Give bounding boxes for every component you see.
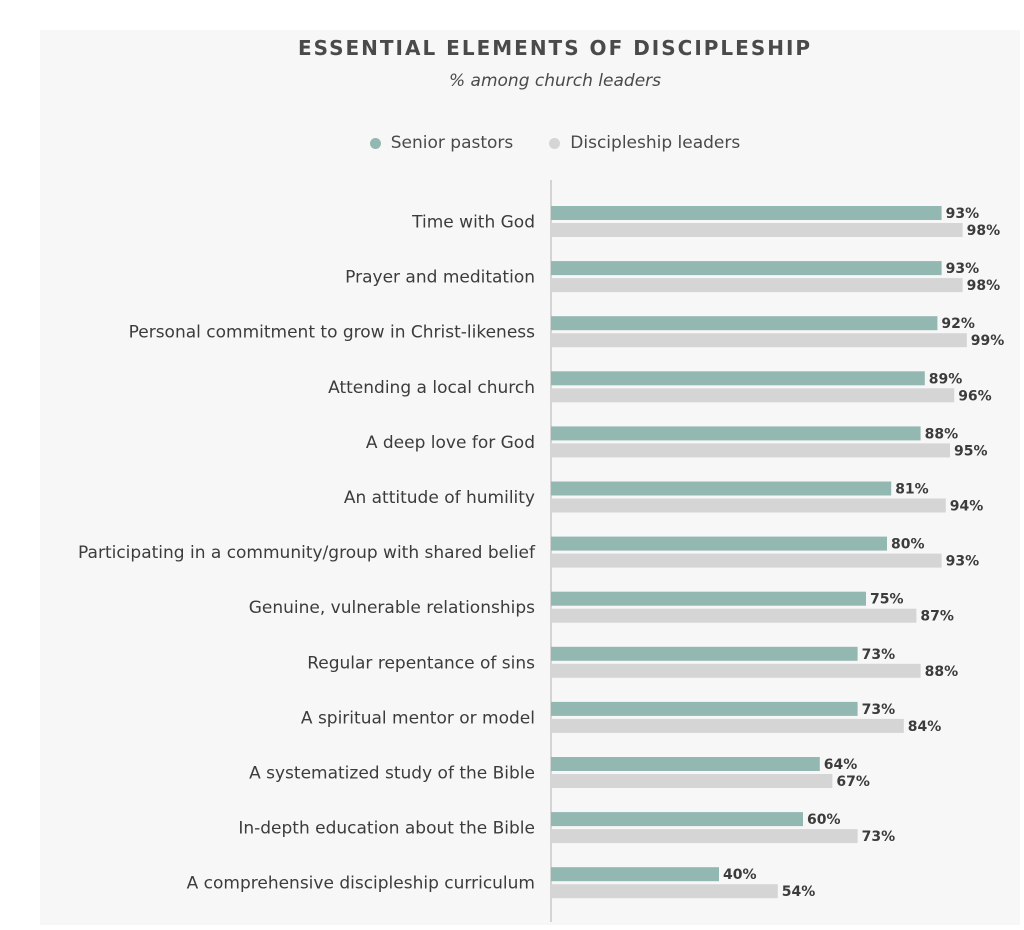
value-label-senior-pastors-attending-a-local-church: 89% [929, 371, 963, 387]
legend-label-discipleship-leaders: Discipleship leaders [570, 133, 741, 153]
bar-discipleship-leaders-a-spiritual-mentor-or-model [551, 718, 904, 733]
bar-discipleship-leaders-participating-in-a-community-group-with-shared-belief [551, 553, 942, 568]
category-label-personal-commitment-to-grow-in-christ-likeness: Personal commitment to grow in Christ-li… [129, 323, 536, 343]
chart-title: ESSENTIAL ELEMENTS OF DISCIPLESHIP [297, 36, 813, 60]
category-label-regular-repentance-of-sins: Regular repentance of sins [307, 653, 535, 673]
value-label-senior-pastors-a-deep-love-for-god: 88% [925, 426, 959, 442]
bar-discipleship-leaders-prayer-and-meditation [551, 278, 963, 293]
bar-senior-pastors-an-attitude-of-humility [551, 481, 892, 496]
bar-senior-pastors-personal-commitment-to-grow-in-christ-likeness [551, 316, 938, 331]
bar-senior-pastors-a-comprehensive-discipleship-curriculum [551, 867, 719, 882]
value-label-senior-pastors-prayer-and-meditation: 93% [946, 261, 980, 277]
category-label-attending-a-local-church: Attending a local church [328, 378, 535, 398]
value-label-senior-pastors-genuine-vulnerable-relationships: 75% [870, 592, 904, 608]
bar-senior-pastors-attending-a-local-church [551, 371, 925, 386]
legend-swatch-discipleship-leaders [549, 137, 561, 149]
chart-legend: Senior pastors Discipleship leaders [0, 133, 1024, 153]
legend-label-senior-pastors: Senior pastors [390, 133, 514, 153]
value-label-senior-pastors-a-systematized-study-of-the-bible: 64% [824, 757, 858, 773]
value-label-senior-pastors-a-comprehensive-discipleship-curriculum: 40% [723, 867, 757, 883]
value-label-senior-pastors-in-depth-education-about-the-bible: 60% [807, 812, 841, 828]
legend-swatch-senior-pastors [369, 137, 381, 149]
value-label-discipleship-leaders-a-spiritual-mentor-or-model: 84% [908, 719, 942, 735]
bar-discipleship-leaders-regular-repentance-of-sins [551, 663, 921, 678]
value-label-discipleship-leaders-a-systematized-study-of-the-bible: 67% [836, 774, 870, 790]
bar-senior-pastors-in-depth-education-about-the-bible [551, 812, 803, 827]
bar-discipleship-leaders-time-with-god [551, 223, 963, 237]
bar-discipleship-leaders-in-depth-education-about-the-bible [551, 829, 858, 844]
value-label-senior-pastors-personal-commitment-to-grow-in-christ-likeness: 92% [941, 316, 975, 332]
value-label-senior-pastors-a-spiritual-mentor-or-model: 73% [862, 702, 896, 718]
legend-item-discipleship-leaders: Discipleship leaders [549, 133, 740, 153]
bar-senior-pastors-a-systematized-study-of-the-bible [551, 757, 820, 771]
value-label-discipleship-leaders-time-with-god: 98% [967, 223, 1001, 239]
value-label-senior-pastors-time-with-god: 93% [946, 206, 980, 222]
value-label-discipleship-leaders-prayer-and-meditation: 98% [967, 278, 1001, 294]
category-label-genuine-vulnerable-relationships: Genuine, vulnerable relationships [249, 598, 535, 618]
value-label-discipleship-leaders-a-deep-love-for-god: 95% [954, 443, 988, 459]
category-label-participating-in-a-community-group-with-shared-belief: Participating in a community/group with … [78, 543, 536, 563]
value-label-discipleship-leaders-in-depth-education-about-the-bible: 73% [862, 829, 896, 845]
value-label-senior-pastors-participating-in-a-community-group-with-shared-belief: 80% [891, 537, 925, 553]
value-label-discipleship-leaders-regular-repentance-of-sins: 88% [925, 664, 959, 680]
bar-discipleship-leaders-personal-commitment-to-grow-in-christ-likeness [551, 333, 967, 348]
bar-senior-pastors-participating-in-a-community-group-with-shared-belief [551, 536, 887, 551]
category-label-a-spiritual-mentor-or-model: A spiritual mentor or model [301, 708, 535, 728]
bar-discipleship-leaders-genuine-vulnerable-relationships [551, 608, 917, 623]
bar-senior-pastors-genuine-vulnerable-relationships [551, 591, 866, 606]
value-label-discipleship-leaders-participating-in-a-community-group-with-shared-belief: 93% [946, 554, 980, 570]
category-label-a-comprehensive-discipleship-curriculum: A comprehensive discipleship curriculum [187, 874, 535, 894]
bar-senior-pastors-prayer-and-meditation [551, 261, 942, 276]
category-label-time-with-god: Time with God [411, 213, 535, 233]
value-label-discipleship-leaders-genuine-vulnerable-relationships: 87% [920, 609, 954, 625]
value-label-discipleship-leaders-an-attitude-of-humility: 94% [950, 499, 984, 515]
chart-panel [40, 30, 1020, 925]
bar-discipleship-leaders-a-systematized-study-of-the-bible [551, 774, 833, 788]
bar-discipleship-leaders-a-comprehensive-discipleship-curriculum [551, 884, 778, 899]
chart-subtitle: % among church leaders [448, 71, 661, 91]
bar-senior-pastors-time-with-god [551, 206, 942, 220]
bar-discipleship-leaders-attending-a-local-church [551, 388, 955, 403]
bar-senior-pastors-a-spiritual-mentor-or-model [551, 701, 858, 716]
value-label-discipleship-leaders-a-comprehensive-discipleship-curriculum: 54% [782, 884, 816, 900]
category-label-an-attitude-of-humility: An attitude of humility [344, 488, 535, 508]
category-label-a-systematized-study-of-the-bible: A systematized study of the Bible [249, 764, 535, 784]
bar-senior-pastors-regular-repentance-of-sins [551, 646, 858, 661]
value-label-senior-pastors-an-attitude-of-humility: 81% [895, 482, 929, 498]
legend-item-senior-pastors: Senior pastors [369, 133, 514, 153]
bar-senior-pastors-a-deep-love-for-god [551, 426, 921, 441]
value-label-senior-pastors-regular-repentance-of-sins: 73% [862, 647, 896, 663]
value-label-discipleship-leaders-personal-commitment-to-grow-in-christ-likeness: 99% [971, 333, 1005, 349]
category-label-prayer-and-meditation: Prayer and meditation [345, 268, 535, 288]
category-label-a-deep-love-for-god: A deep love for God [366, 433, 535, 453]
bar-discipleship-leaders-a-deep-love-for-god [551, 443, 950, 458]
category-label-in-depth-education-about-the-bible: In-depth education about the Bible [238, 819, 535, 839]
value-label-discipleship-leaders-attending-a-local-church: 96% [958, 388, 992, 404]
bar-discipleship-leaders-an-attitude-of-humility [551, 498, 946, 513]
